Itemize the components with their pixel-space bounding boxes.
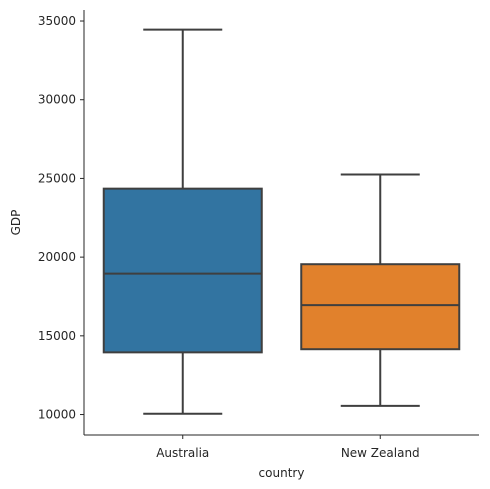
y-axis-ticks: 10000 15000 20000 25000 30000 35000 (38, 14, 84, 422)
x-tick-label: Australia (156, 446, 209, 460)
box-iqr (102, 187, 263, 354)
y-tick-label: 35000 (38, 14, 76, 28)
x-axis-ticks: Australia New Zealand (156, 435, 420, 460)
box-iqr (300, 263, 461, 351)
y-axis-label: GDP (9, 210, 23, 236)
y-tick-label: 15000 (38, 329, 76, 343)
y-tick-label: 30000 (38, 93, 76, 107)
y-tick-label: 20000 (38, 250, 76, 264)
box-australia (102, 28, 263, 415)
y-tick-label: 25000 (38, 171, 76, 185)
y-tick-label: 10000 (38, 408, 76, 422)
box-new-zealand (300, 173, 461, 407)
x-axis-label: country (259, 466, 305, 480)
box-plot-series (102, 28, 461, 415)
x-tick-label: New Zealand (341, 446, 420, 460)
